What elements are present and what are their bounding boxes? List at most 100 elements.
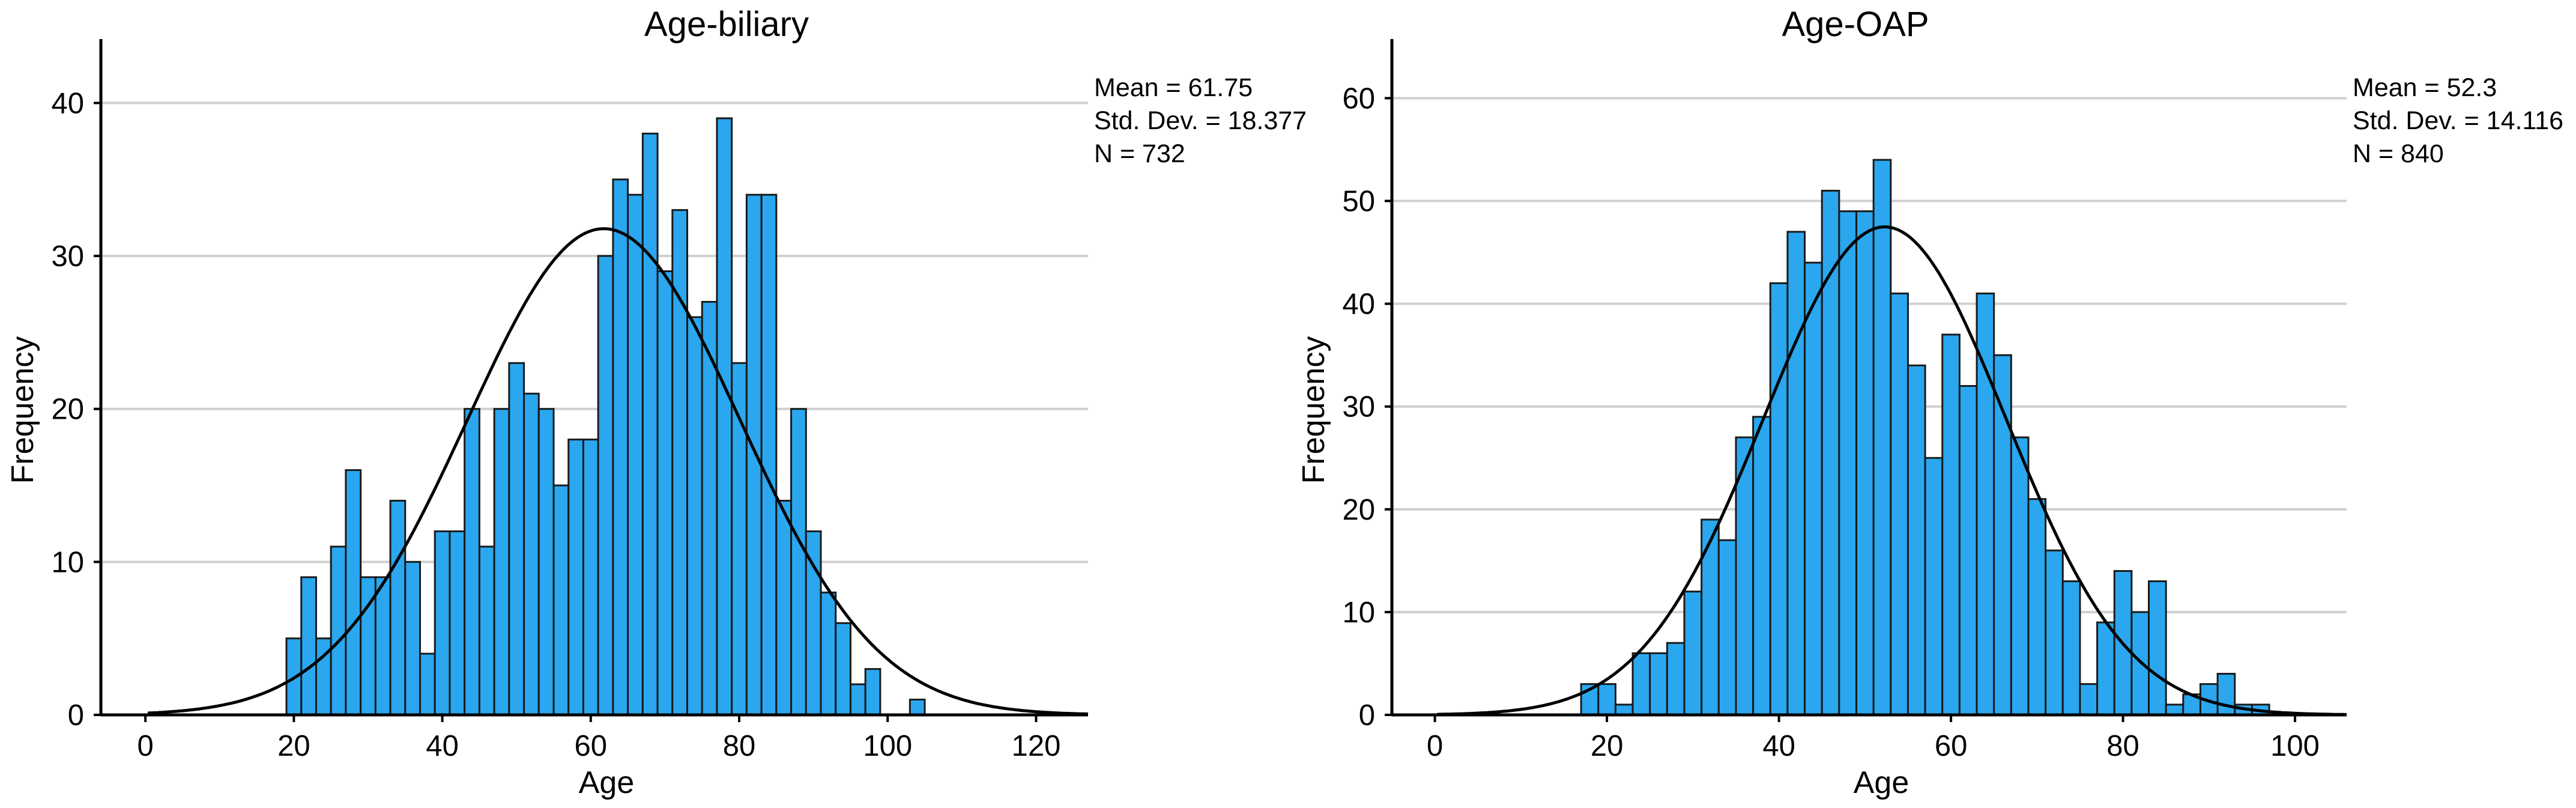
histogram-bar xyxy=(716,117,733,716)
histogram-bar xyxy=(864,668,881,716)
histogram-bar xyxy=(597,255,614,716)
y-tick-label: 50 xyxy=(1342,186,1375,218)
histogram-bar xyxy=(1717,539,1737,716)
chart-title: Age-biliary xyxy=(644,5,809,44)
x-axis-title: Age xyxy=(579,765,635,800)
x-tick-label: 60 xyxy=(575,730,608,762)
y-tick-label: 30 xyxy=(51,240,84,273)
histogram-bar xyxy=(419,652,436,716)
histogram-bar xyxy=(1890,293,1909,716)
histogram-bar xyxy=(2079,683,2099,716)
histogram-bar xyxy=(745,193,763,716)
histogram-bar xyxy=(612,178,629,716)
histogram-bar xyxy=(1924,457,1944,716)
y-axis-title: Frequency xyxy=(1296,336,1331,484)
histogram-bar xyxy=(1631,652,1651,716)
histogram-bar xyxy=(1941,333,1961,716)
histogram-bar xyxy=(552,484,570,716)
histogram-bar xyxy=(1597,683,1616,716)
histogram-bar xyxy=(404,560,422,716)
histogram-bar xyxy=(1786,231,1806,716)
normal-curve xyxy=(1437,225,2347,716)
x-tick-label: 0 xyxy=(1427,730,1443,762)
histogram-bar xyxy=(508,362,525,716)
histogram-bar xyxy=(2027,498,2047,716)
histogram-bar xyxy=(1855,210,1875,716)
histogram-bar xyxy=(2061,580,2081,716)
stats-line: Std. Dev. = 14.116 xyxy=(2353,106,2563,135)
x-tick-label: 100 xyxy=(2270,730,2320,762)
x-tick-label: 100 xyxy=(863,730,912,762)
x-tick-label: 0 xyxy=(138,730,154,762)
x-axis-title: Age xyxy=(1854,765,1909,800)
histogram-bar xyxy=(2165,703,2184,716)
histogram-bar xyxy=(374,576,392,716)
y-tick-label: 30 xyxy=(1342,391,1375,424)
histogram-bar xyxy=(2096,621,2115,716)
stats-line: Mean = 52.3 xyxy=(2353,73,2497,102)
y-tick-label: 20 xyxy=(1342,494,1375,526)
stats-line: N = 840 xyxy=(2353,139,2444,168)
histogram-bar xyxy=(2216,673,2236,716)
histogram-bar xyxy=(1769,282,1789,716)
histogram-bar xyxy=(641,132,659,716)
histogram-bar xyxy=(2045,549,2064,716)
histogram-bar xyxy=(1701,518,1720,716)
histogram-bar xyxy=(1906,364,1926,716)
histogram-bar xyxy=(1666,642,1686,716)
histogram-bar xyxy=(464,408,480,716)
histogram-bar xyxy=(790,408,807,716)
histogram-bar xyxy=(820,591,837,716)
histogram-bar xyxy=(523,392,540,716)
histogram-bar xyxy=(345,469,362,716)
histogram-bar xyxy=(582,439,599,716)
histogram-bar xyxy=(330,545,347,716)
x-tick-label: 80 xyxy=(723,730,756,762)
x-tick-label: 40 xyxy=(1762,730,1795,762)
histogram-bar xyxy=(627,193,644,716)
histogram-bar xyxy=(1752,416,1771,716)
histogram-bar xyxy=(1614,703,1634,716)
stats-line: Mean = 61.75 xyxy=(1094,73,1253,102)
histogram-bar xyxy=(671,209,689,716)
x-tick-label: 80 xyxy=(2106,730,2139,762)
histogram-bar xyxy=(537,408,555,716)
histogram-bar xyxy=(1804,261,1823,716)
histogram-bar xyxy=(1958,385,1978,716)
histogram-bar xyxy=(1872,159,1892,716)
x-tick-label: 20 xyxy=(277,730,310,762)
histogram-bar xyxy=(1649,652,1668,716)
histogram-bar xyxy=(2148,580,2167,716)
histogram-bar xyxy=(1821,189,1840,716)
y-tick-label: 10 xyxy=(1342,597,1375,629)
y-tick-label: 40 xyxy=(1342,288,1375,321)
histogram-bar xyxy=(686,316,703,716)
histogram-bar xyxy=(567,439,584,716)
chart-panel-1: 0 10 20 30 40 0 20 40 60 80 100 120 Age-biliary Age Fr… xyxy=(5,5,1307,800)
histogram-bar xyxy=(300,576,317,716)
histogram-bar xyxy=(493,408,510,716)
histogram-bar xyxy=(434,530,451,716)
histogram-bar xyxy=(1838,210,1858,716)
stats-line: N = 732 xyxy=(1094,139,1185,168)
histogram-bar xyxy=(775,499,793,716)
y-tick-label: 10 xyxy=(51,546,84,579)
stats-line: Std. Dev. = 18.377 xyxy=(1094,106,1307,135)
x-tick-label: 60 xyxy=(1935,730,1968,762)
y-tick-label: 0 xyxy=(1359,699,1375,732)
histogram-bar xyxy=(805,530,822,716)
y-tick-label: 40 xyxy=(51,87,84,120)
histogram-bar xyxy=(849,683,866,716)
y-axis-title: Frequency xyxy=(5,336,40,484)
chart-title: Age-OAP xyxy=(1782,5,1929,44)
x-tick-label: 20 xyxy=(1591,730,1624,762)
histogram-bar xyxy=(2010,436,2030,716)
histogram-bar xyxy=(656,270,674,716)
x-tick-label: 120 xyxy=(1012,730,1061,762)
histogram-bar xyxy=(909,699,926,716)
histogram-bar xyxy=(760,193,778,716)
histogram-bar xyxy=(389,499,407,716)
normal-curve xyxy=(147,227,1089,715)
